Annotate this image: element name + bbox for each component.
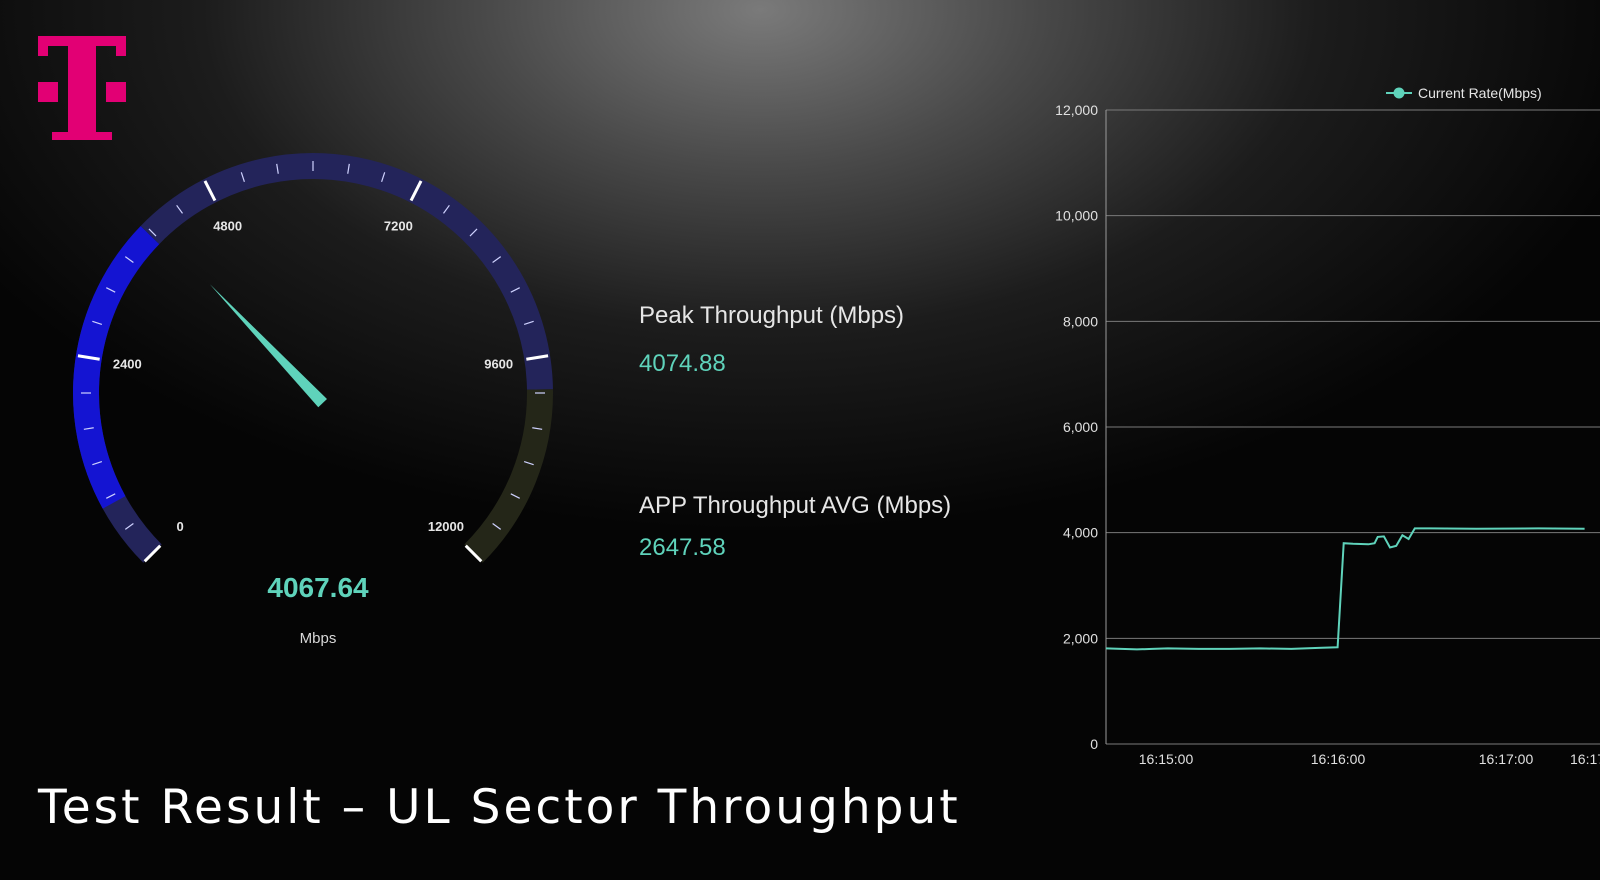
y-tick-label: 8,000 (1063, 313, 1098, 329)
gauge-minor-tick (240, 172, 245, 183)
legend-label: Current Rate(Mbps) (1418, 85, 1542, 101)
gauge-major-tick (203, 180, 217, 202)
t-mobile-logo-icon (38, 36, 126, 140)
gauge-tick-label: 4800 (213, 218, 242, 233)
throughput-line-chart: 0 2,000 4,000 6,000 8,000 10,000 12,000 16:15:… (1055, 85, 1600, 767)
y-tick-label: 6,000 (1063, 419, 1098, 435)
speed-gauge: 0 2400 4800 7200 9600 12000 (73, 153, 553, 563)
gauge-minor-tick (523, 461, 534, 466)
y-tick-label: 10,000 (1055, 208, 1098, 224)
gauge-minor-tick (176, 204, 183, 214)
y-tick-label: 0 (1090, 736, 1098, 752)
y-tick-label: 4,000 (1063, 525, 1098, 541)
gauge-minor-tick (92, 320, 103, 325)
gauge-minor-tick (523, 320, 534, 325)
peak-throughput-label: Peak Throughput (Mbps) (639, 302, 905, 329)
gauge-minor-tick (276, 163, 279, 174)
y-tick-label: 2,000 (1063, 630, 1098, 646)
avg-throughput-label: APP Throughput AVG (Mbps) (639, 492, 952, 519)
legend-marker (1393, 87, 1405, 99)
gauge-minor-tick (510, 287, 520, 293)
gauge-major-tick (77, 354, 100, 361)
gauge-minor-tick (92, 461, 103, 466)
gauge-band-high (464, 389, 553, 563)
gauge-minor-tick (469, 228, 478, 237)
gauge-minor-tick (106, 493, 116, 499)
page-title: Test Result – UL Sector Throughput (38, 780, 961, 835)
series-line-current-rate (1105, 527, 1585, 651)
gauge-major-tick (526, 354, 549, 361)
gauge-major-tick (464, 544, 483, 563)
x-tick-label: 16:15:00 (1139, 751, 1194, 767)
gauge-band-mid (140, 153, 553, 390)
gauge-minor-tick (148, 228, 157, 237)
gauge-unit: Mbps (299, 630, 337, 647)
x-tick-label: 16:17 (1570, 751, 1600, 767)
gauge-minor-tick (83, 427, 94, 430)
gauge-minor-tick (106, 287, 116, 293)
x-tick-label: 16:16:00 (1311, 751, 1366, 767)
gauge-minor-tick (381, 172, 386, 183)
y-tick-label: 12,000 (1055, 102, 1098, 118)
gauge-minor-tick (443, 204, 450, 214)
gauge-minor-tick (124, 523, 134, 530)
gauge-band-active (73, 225, 160, 509)
gauge-minor-tick (124, 256, 134, 263)
gauge-tick-label: 0 (176, 519, 183, 534)
chart-legend[interactable]: Current Rate(Mbps) (1386, 85, 1542, 101)
gauge-minor-tick (532, 427, 543, 430)
gauge-minor-tick (510, 493, 520, 499)
gauge-needle (209, 284, 327, 408)
gauge-tick-label: 9600 (484, 357, 513, 372)
gauge-minor-tick (492, 523, 502, 530)
gauge-major-tick (143, 544, 162, 563)
peak-throughput-value: 4074.88 (639, 350, 726, 377)
gauge-value: 4067.64 (267, 572, 369, 603)
gauge-tick-label: 12000 (428, 519, 464, 534)
gauge-minor-tick (492, 256, 502, 263)
gauge-minor-tick (347, 163, 350, 174)
gauge-tick-label: 7200 (384, 218, 413, 233)
avg-throughput-value: 2647.58 (639, 534, 726, 561)
x-tick-label: 16:17:00 (1479, 751, 1534, 767)
gauge-major-tick (409, 180, 423, 202)
gauge-tick-label: 2400 (113, 357, 142, 372)
